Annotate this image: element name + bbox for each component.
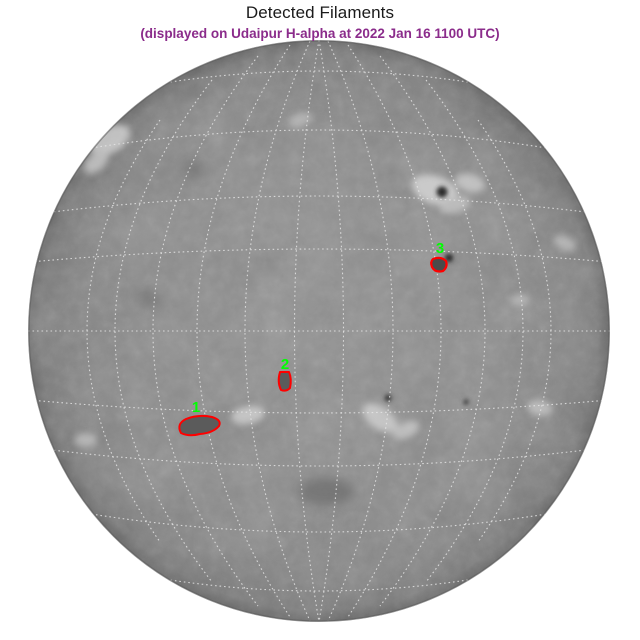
page-title: Detected Filaments xyxy=(245,3,395,22)
filament-3-outline xyxy=(430,256,448,273)
dark-features xyxy=(137,163,469,506)
filament-1-outline xyxy=(178,414,221,437)
filament-1-label: 1 xyxy=(192,399,200,416)
filament-3[interactable]: 3 xyxy=(430,240,448,273)
page-subtitle: (displayed on Udaipur H-alpha at 2022 Ja… xyxy=(140,26,500,41)
solar-disk-body xyxy=(27,39,611,623)
filament-2-outline xyxy=(277,371,292,392)
filament-3-label: 3 xyxy=(436,240,444,257)
filament-overlays: 1 2 3 xyxy=(178,240,448,437)
filament-2-label: 2 xyxy=(281,356,289,373)
filament-1[interactable]: 1 xyxy=(178,399,221,437)
filament-2[interactable]: 2 xyxy=(277,356,292,392)
heliographic-grid xyxy=(28,40,610,622)
